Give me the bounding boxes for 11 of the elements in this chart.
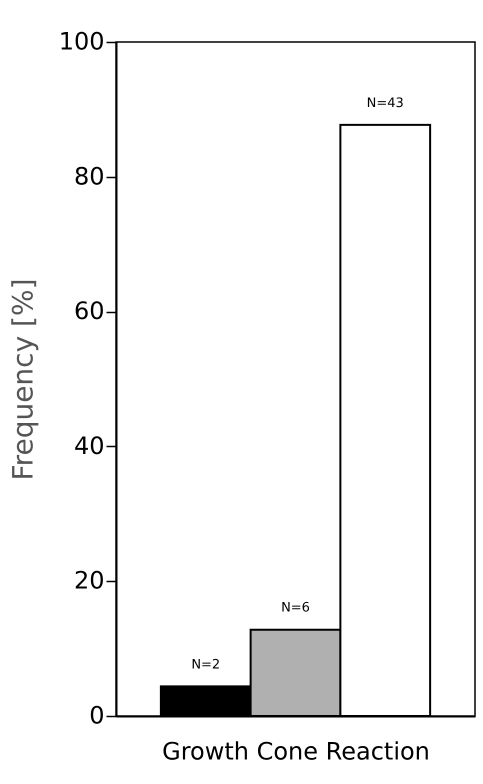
y-tick-label: 100 <box>58 28 104 56</box>
y-axis-title: Frequency [%] <box>6 278 40 481</box>
annotation: N=43 <box>366 96 404 111</box>
y-tick-label: 80 <box>74 162 104 190</box>
annotation: N=2 <box>191 657 220 672</box>
y-tick-label: 20 <box>74 566 104 595</box>
y-tick-label: 60 <box>74 297 104 326</box>
annotation: N=6 <box>281 600 310 616</box>
y-tick-label: 40 <box>74 432 104 460</box>
x-axis-title: Growth Cone Reaction <box>162 738 430 766</box>
y-tick-label: 0 <box>89 702 104 730</box>
